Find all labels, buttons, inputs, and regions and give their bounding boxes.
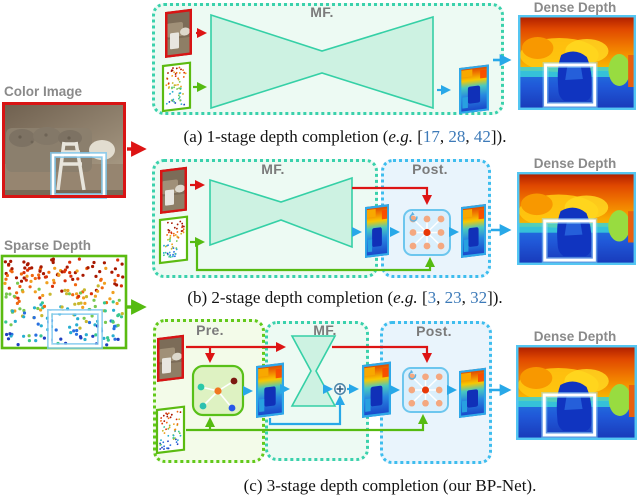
dense-depth-label-b: Dense Depth xyxy=(533,156,617,171)
dense-depth-image-a xyxy=(518,15,636,110)
sparse-depth-image xyxy=(0,254,128,350)
panel-c-mf-box xyxy=(265,321,369,461)
highlight-box xyxy=(50,152,107,199)
dense-depth-label-a: Dense Depth xyxy=(533,0,617,15)
panel-b-post-label: Post. xyxy=(412,161,448,177)
panel-c-post-label: Post. xyxy=(416,323,452,339)
caption-a: (a) 1-stage depth completion (e.g. [17, … xyxy=(183,127,507,146)
panel-c-pre-box xyxy=(153,319,265,463)
sparse-depth-label: Sparse Depth xyxy=(4,238,92,253)
color-image xyxy=(2,102,126,199)
color-image-label: Color Image xyxy=(4,84,83,99)
highlight-box xyxy=(47,309,103,349)
sparse-dots xyxy=(3,257,125,347)
panel-c-post-box xyxy=(380,321,492,464)
caption-b: (b) 2-stage depth completion (e.g. [3, 2… xyxy=(187,288,503,307)
dense-depth-label-c: Dense Depth xyxy=(533,329,617,344)
caption-c: (c) 3-stage depth completion (our BP-Net… xyxy=(243,476,537,495)
panel-c-pre-label: Pre. xyxy=(196,322,224,338)
panel-c-mf-label: MF. xyxy=(313,322,337,338)
dense-depth-image-c xyxy=(516,345,637,440)
panel-b-mf-label: MF. xyxy=(261,161,285,177)
dense-depth-image-b xyxy=(517,172,636,265)
panel-a-mf-label: MF. xyxy=(310,4,334,20)
